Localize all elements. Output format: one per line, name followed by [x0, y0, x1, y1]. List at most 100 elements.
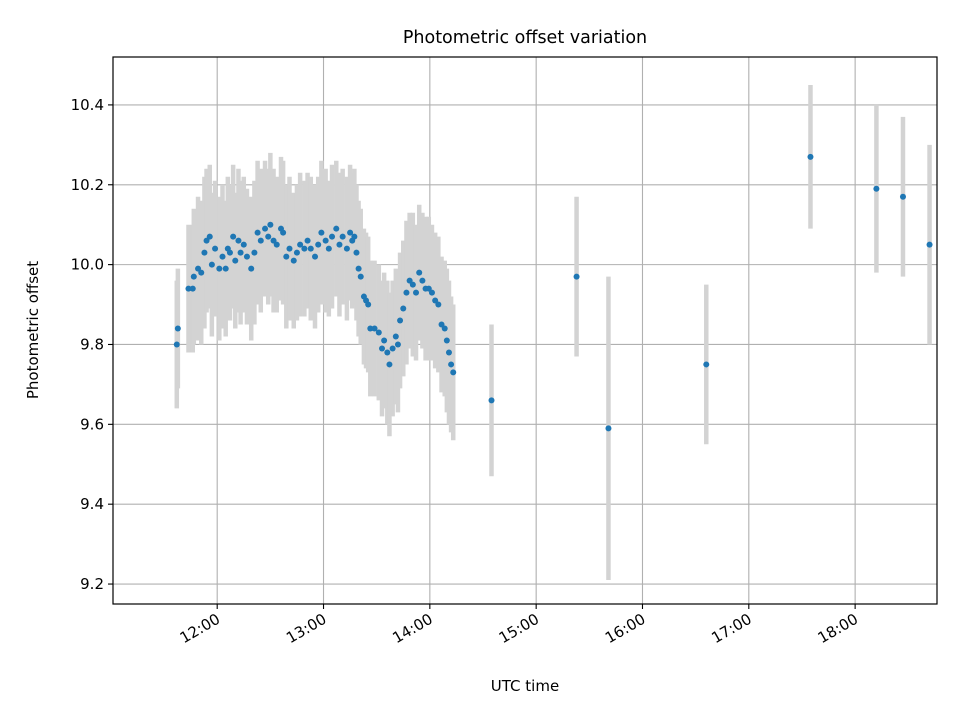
y-tick-label: 10.4 [71, 96, 104, 114]
x-axis-label: UTC time [491, 677, 559, 695]
data-point [329, 233, 336, 240]
data-point [318, 229, 325, 236]
y-tick-label: 10.2 [71, 176, 104, 194]
data-point [445, 349, 452, 356]
data-point [367, 325, 374, 332]
data-point [347, 229, 354, 236]
x-tick-label: 12:00 [177, 610, 223, 647]
data-point [297, 241, 304, 248]
x-tick-label: 18:00 [815, 610, 861, 647]
data-point [216, 265, 223, 272]
data-point [212, 245, 219, 252]
x-tick-label: 14:00 [389, 610, 435, 647]
data-point [403, 289, 410, 296]
data-point [283, 253, 290, 260]
data-point [315, 241, 322, 248]
data-point [392, 333, 399, 340]
data-point [325, 245, 332, 252]
data-point [230, 233, 237, 240]
axis-ticks: 12:00 13:00 14:00 15:00 16:00 17:00 18:00 9.2 9.… [71, 96, 862, 647]
data-point [425, 285, 432, 292]
data-point [237, 249, 244, 256]
data-point [438, 321, 445, 328]
data-point [273, 241, 280, 248]
data-point [409, 281, 416, 288]
data-point [926, 241, 933, 248]
data-point [450, 369, 457, 376]
data-point [240, 241, 247, 248]
data-point [222, 265, 229, 272]
y-tick-label: 9.4 [80, 495, 104, 513]
data-point [333, 225, 340, 232]
data-point [397, 317, 404, 324]
data-point [267, 221, 274, 228]
plot-frame [112, 56, 938, 605]
data-point [219, 253, 226, 260]
data-point [257, 237, 264, 244]
data-point [189, 285, 196, 292]
data-point [195, 265, 202, 272]
data-point [262, 225, 269, 232]
y-tick-label: 9.2 [80, 575, 104, 593]
data-point [371, 325, 378, 332]
x-tick-label: 16:00 [602, 610, 648, 647]
data-point [375, 329, 382, 336]
data-point [365, 301, 372, 308]
data-point [416, 269, 423, 276]
data-point [307, 245, 314, 252]
data-point [339, 233, 346, 240]
data-point [203, 237, 210, 244]
data-point [270, 237, 277, 244]
x-tick-label: 17:00 [708, 610, 754, 647]
data-point [251, 249, 258, 256]
data-point [286, 245, 293, 252]
data-point [381, 337, 388, 344]
data-point [351, 233, 358, 240]
data-point [807, 153, 814, 160]
data-point [293, 249, 300, 256]
grid [113, 57, 937, 604]
data-point [605, 425, 612, 432]
data-point [873, 185, 880, 192]
data-point [432, 297, 439, 304]
data-point [406, 277, 413, 284]
data-point [304, 237, 311, 244]
data-point [488, 397, 495, 404]
data-point [899, 193, 906, 200]
y-tick-label: 10.0 [71, 256, 104, 274]
data-point [174, 325, 181, 332]
data-point [185, 285, 192, 292]
data-point [413, 289, 420, 296]
data-point [201, 249, 208, 256]
x-tick-label: 15:00 [496, 610, 542, 647]
data-point [428, 289, 435, 296]
y-axis-label: Photometric offset [24, 261, 42, 399]
data-point [448, 361, 455, 368]
data-points [173, 153, 933, 432]
error-bars [174, 84, 932, 581]
data-point [206, 233, 213, 240]
data-point [243, 253, 250, 260]
data-point [235, 237, 242, 244]
data-point [265, 233, 272, 240]
x-tick-label: 13:00 [283, 610, 329, 647]
data-point [389, 345, 396, 352]
data-point [232, 257, 239, 264]
data-point [443, 337, 450, 344]
data-point [290, 257, 297, 264]
data-point [573, 273, 580, 280]
data-point [208, 261, 215, 268]
data-point [384, 349, 391, 356]
data-point [419, 277, 426, 284]
data-point [435, 301, 442, 308]
data-point [357, 273, 364, 280]
data-point [173, 341, 180, 348]
chart-title: Photometric offset variation [403, 28, 647, 48]
data-point [394, 341, 401, 348]
data-point [353, 249, 360, 256]
data-point [336, 241, 343, 248]
y-tick-label: 9.6 [80, 415, 104, 433]
data-point [190, 273, 197, 280]
data-point [322, 237, 329, 244]
